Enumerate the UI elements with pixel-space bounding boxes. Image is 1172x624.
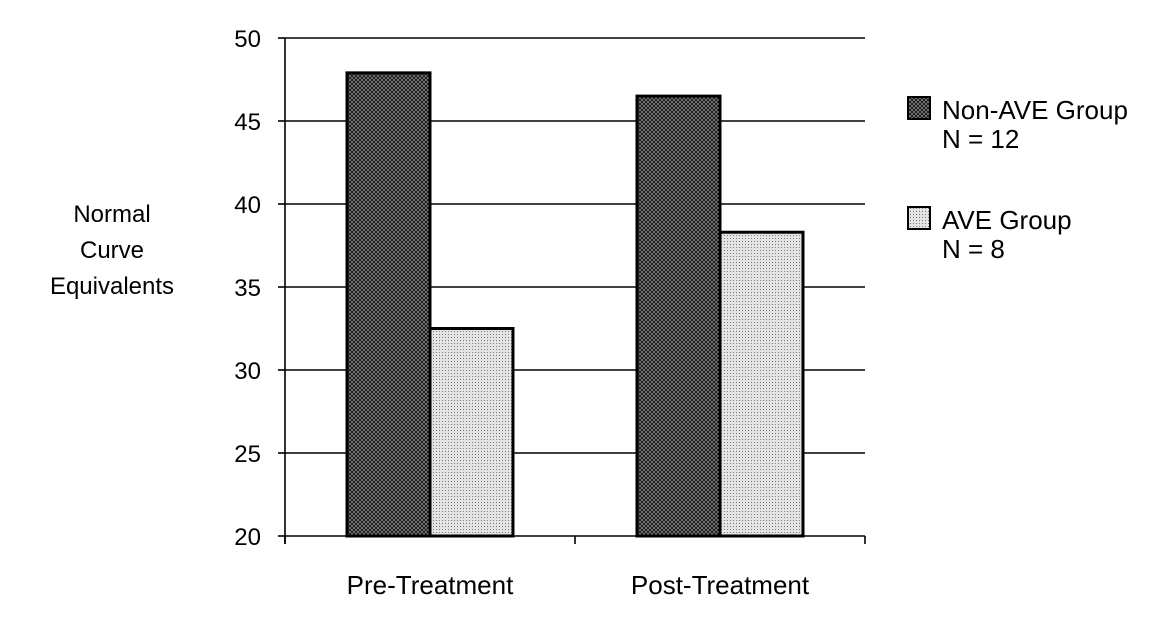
legend-swatch (907, 96, 931, 120)
y-tick-label: 30 (234, 358, 261, 385)
y-axis-label-line: Normal (73, 201, 150, 228)
bar (428, 327, 515, 538)
y-tick-label: 20 (234, 524, 261, 551)
legend-sublabel: N = 12 (942, 124, 1019, 154)
x-tick-label: Post-Treatment (631, 570, 810, 600)
legend-label: Non-AVE Group (942, 95, 1128, 125)
legend-label: AVE Group (942, 205, 1072, 235)
bar (635, 94, 722, 538)
y-tick-label: 35 (234, 275, 261, 302)
y-tick-label: 25 (234, 441, 261, 468)
y-tick-label: 50 (234, 26, 261, 53)
y-axis-label-line: Equivalents (50, 273, 174, 300)
x-tick-label: Pre-Treatment (347, 570, 514, 600)
bar (718, 230, 805, 538)
y-axis-label-line: Curve (80, 237, 144, 264)
y-axis-label: Normal Curve Equivalents (50, 201, 174, 300)
x-axis-labels: Pre-Treatment Post-Treatment (347, 570, 810, 600)
bar (345, 71, 432, 538)
legend-swatch (907, 206, 931, 230)
y-axis: 20 25 30 35 40 45 50 (234, 26, 286, 551)
y-tick-label: 40 (234, 192, 261, 219)
y-tick-label: 45 (234, 109, 261, 136)
bars (345, 71, 805, 538)
legend-sublabel: N = 8 (942, 234, 1005, 264)
x-axis (284, 535, 866, 544)
